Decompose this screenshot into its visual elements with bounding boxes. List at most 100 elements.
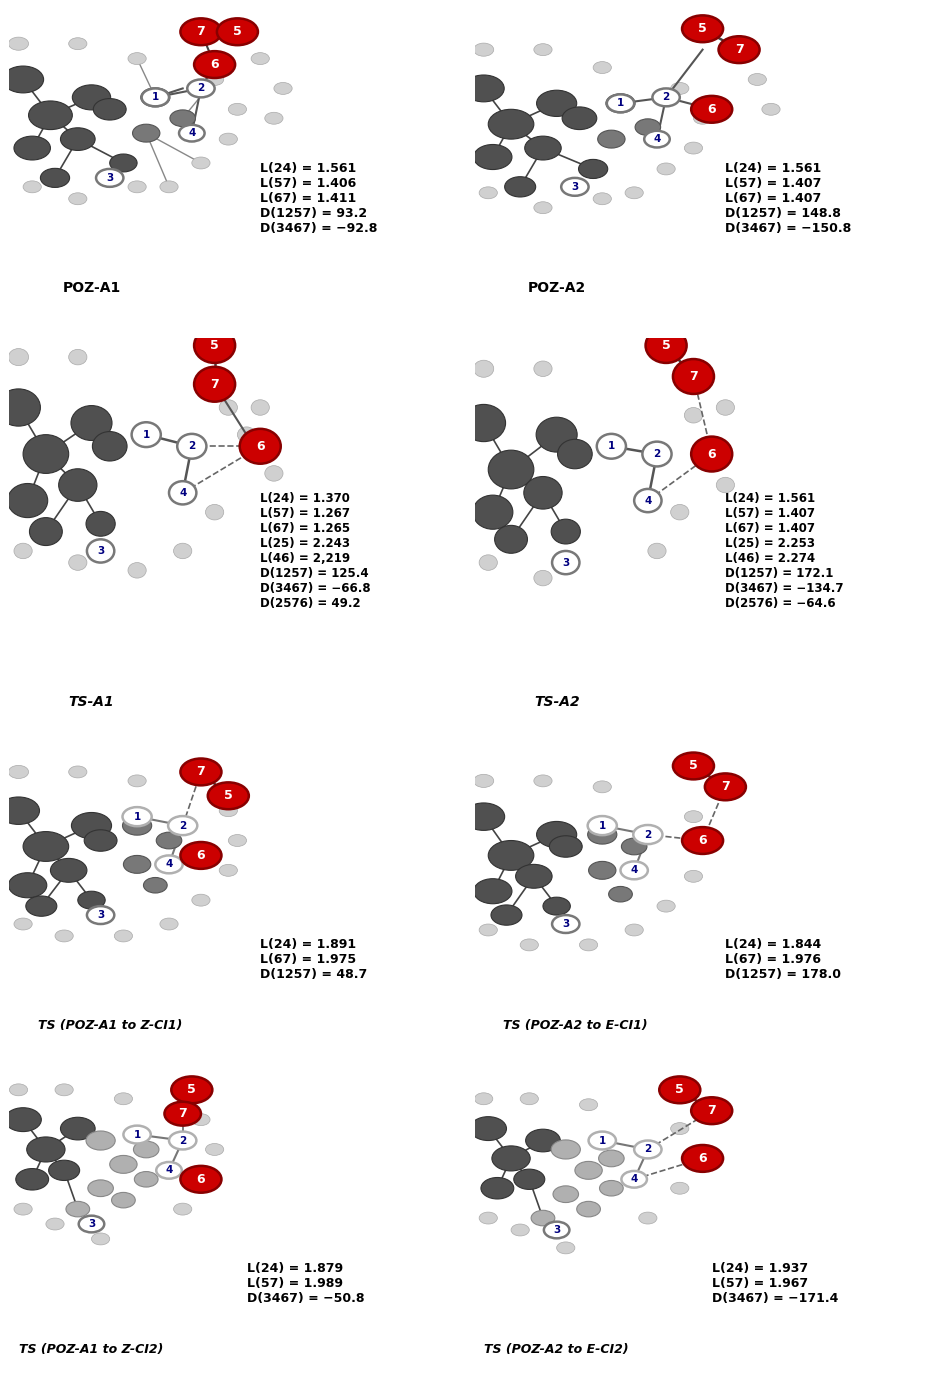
Circle shape: [96, 169, 123, 187]
Circle shape: [599, 1150, 624, 1166]
Text: 1: 1: [617, 98, 624, 108]
Circle shape: [69, 555, 86, 570]
Text: 6: 6: [256, 440, 264, 452]
Circle shape: [55, 1083, 73, 1096]
Circle shape: [71, 813, 112, 839]
Text: 2: 2: [180, 1136, 186, 1146]
Circle shape: [634, 490, 662, 512]
Circle shape: [26, 1137, 65, 1162]
Circle shape: [549, 836, 582, 857]
Circle shape: [174, 544, 192, 559]
Circle shape: [180, 842, 222, 868]
Circle shape: [761, 104, 780, 115]
Circle shape: [69, 350, 86, 365]
Circle shape: [625, 187, 643, 198]
Circle shape: [174, 1203, 192, 1215]
Circle shape: [238, 427, 256, 442]
Circle shape: [58, 469, 97, 501]
Circle shape: [562, 107, 597, 129]
Text: L(24) = 1.891
L(67) = 1.975
D(1257) = 48.7: L(24) = 1.891 L(67) = 1.975 D(1257) = 48…: [260, 938, 368, 982]
Circle shape: [670, 1182, 689, 1194]
Circle shape: [86, 1130, 116, 1150]
Circle shape: [474, 361, 494, 377]
Text: 5: 5: [233, 25, 242, 39]
Text: POZ-A1: POZ-A1: [62, 282, 120, 295]
Circle shape: [606, 94, 635, 112]
Circle shape: [128, 53, 147, 65]
Circle shape: [123, 856, 150, 874]
Circle shape: [60, 1118, 95, 1140]
Circle shape: [160, 918, 179, 931]
Circle shape: [575, 1161, 603, 1179]
Circle shape: [577, 1201, 601, 1216]
Circle shape: [607, 94, 634, 112]
Circle shape: [169, 481, 196, 505]
Circle shape: [534, 201, 552, 214]
Text: TS-A2: TS-A2: [534, 695, 579, 709]
Circle shape: [621, 1171, 647, 1187]
Circle shape: [593, 781, 611, 793]
Text: 7: 7: [735, 43, 744, 55]
Text: POZ-A2: POZ-A2: [527, 282, 586, 295]
Circle shape: [474, 144, 512, 169]
Circle shape: [144, 878, 167, 893]
Circle shape: [155, 856, 182, 874]
Text: 2: 2: [653, 449, 661, 459]
Circle shape: [579, 939, 598, 951]
Text: L(24) = 1.561
L(57) = 1.406
L(67) = 1.411
D(1257) = 93.2
D(3467) = −92.8: L(24) = 1.561 L(57) = 1.406 L(67) = 1.41…: [260, 162, 378, 236]
Text: 4: 4: [179, 488, 186, 498]
Circle shape: [206, 505, 224, 520]
Circle shape: [3, 67, 43, 93]
Circle shape: [702, 447, 721, 462]
Circle shape: [156, 1162, 181, 1179]
Circle shape: [16, 1169, 49, 1190]
Circle shape: [93, 98, 126, 121]
Circle shape: [608, 886, 633, 902]
Text: 7: 7: [689, 370, 697, 383]
Circle shape: [85, 829, 117, 852]
Circle shape: [578, 160, 608, 179]
Circle shape: [556, 1241, 575, 1254]
Circle shape: [206, 1143, 224, 1155]
Circle shape: [552, 915, 579, 933]
Circle shape: [170, 110, 196, 126]
Text: TS (POZ-A1 to Z-CI1): TS (POZ-A1 to Z-CI1): [38, 1019, 182, 1032]
Circle shape: [494, 526, 527, 553]
Circle shape: [168, 816, 197, 835]
Circle shape: [505, 176, 536, 197]
Circle shape: [657, 900, 675, 913]
Text: TS (POZ-A1 to Z-CI2): TS (POZ-A1 to Z-CI2): [20, 1343, 164, 1355]
Circle shape: [40, 168, 70, 187]
Circle shape: [79, 1215, 104, 1233]
Circle shape: [8, 766, 28, 778]
Circle shape: [491, 904, 522, 925]
Text: 2: 2: [644, 1144, 651, 1154]
Circle shape: [748, 74, 766, 86]
Text: L(24) = 1.879
L(57) = 1.989
D(3467) = −50.8: L(24) = 1.879 L(57) = 1.989 D(3467) = −5…: [246, 1262, 364, 1305]
Text: 5: 5: [698, 22, 707, 35]
Circle shape: [516, 864, 552, 888]
Text: 6: 6: [698, 1153, 707, 1165]
Text: TS-A1: TS-A1: [69, 695, 115, 709]
Circle shape: [524, 477, 562, 509]
Text: 7: 7: [721, 781, 729, 793]
Circle shape: [659, 1076, 700, 1103]
Circle shape: [474, 43, 494, 57]
Circle shape: [14, 136, 51, 160]
Text: 3: 3: [97, 910, 104, 920]
Circle shape: [160, 180, 179, 193]
Circle shape: [534, 361, 552, 376]
Circle shape: [115, 931, 133, 942]
Circle shape: [691, 1097, 732, 1123]
Circle shape: [479, 187, 497, 198]
Text: 3: 3: [562, 558, 570, 567]
Circle shape: [670, 82, 689, 94]
Circle shape: [24, 832, 69, 861]
Circle shape: [86, 540, 115, 563]
Circle shape: [537, 821, 577, 847]
Circle shape: [228, 104, 246, 115]
Circle shape: [178, 434, 207, 459]
Text: 6: 6: [196, 849, 205, 861]
Circle shape: [684, 141, 702, 154]
Circle shape: [128, 563, 147, 578]
